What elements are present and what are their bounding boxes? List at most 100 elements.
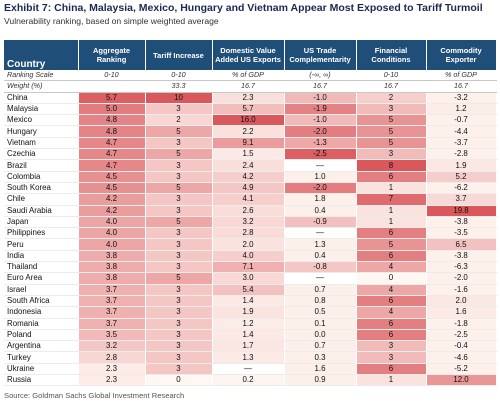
aggregate-ranking-cell: 3.5 <box>78 329 146 342</box>
financial-conditions-cell: 6 <box>356 295 427 308</box>
weight-complementarity: 16.7 <box>284 80 357 93</box>
ranking-scale-financial: 0-10 <box>356 70 427 82</box>
weight-label: Weight (%) <box>4 80 79 93</box>
complementarity-cell: 0.9 <box>284 374 357 387</box>
financial-conditions-cell: 5 <box>356 125 427 138</box>
commodity-exporter-cell: -0.7 <box>426 114 497 127</box>
tariff-increase-cell: 3 <box>145 284 213 296</box>
aggregate-ranking-cell: 2.3 <box>78 374 146 387</box>
ranking-scale-row: Ranking Scale 0-10 0-10 % of GDP (-∞, ∞)… <box>4 70 497 82</box>
complementarity-cell: -2.0 <box>284 182 357 195</box>
header-aggregate-ranking: Aggregate Ranking <box>78 40 146 70</box>
complementarity-cell: -1.0 <box>284 114 357 127</box>
dva-cell: 0.2 <box>212 374 285 387</box>
tariff-increase-cell: 3 <box>145 318 213 330</box>
commodity-exporter-cell: -6.2 <box>426 182 497 195</box>
table-row: South Korea 4.5 5 4.9 -2.0 1 -6.2 <box>4 182 497 195</box>
country-name: Philippines <box>4 227 79 240</box>
complementarity-cell: 0.7 <box>284 284 357 296</box>
dva-cell: 3.0 <box>212 272 285 285</box>
header-row: Country Aggregate Ranking Tariff Increas… <box>4 40 497 70</box>
vulnerability-table: Country Aggregate Ranking Tariff Increas… <box>4 40 497 387</box>
header-us-trade-complementarity: US Trade Complementarity <box>284 40 357 70</box>
table-row: Brazil 4.7 3 2.4—8 1.9 <box>4 159 497 172</box>
dva-cell: 4.2 <box>212 171 285 183</box>
commodity-exporter-cell: -3.8 <box>426 250 497 263</box>
header-country: Country <box>4 40 79 70</box>
table-row: Poland 3.5 3 1.4 0.0 6 -2.5 <box>4 329 497 342</box>
commodity-exporter-cell: 12.0 <box>426 374 497 387</box>
commodity-exporter-cell: -2.0 <box>426 272 497 285</box>
country-name: Chile <box>4 193 79 206</box>
country-name: Mexico <box>4 114 79 127</box>
dva-cell: 1.4 <box>212 295 285 308</box>
commodity-exporter-cell: 5.2 <box>426 171 497 183</box>
dva-cell: 1.9 <box>212 306 285 319</box>
country-name: Peru <box>4 238 79 251</box>
country-name: Vietnam <box>4 137 79 150</box>
tariff-increase-cell: 3 <box>145 238 213 251</box>
country-name: South Africa <box>4 295 79 308</box>
aggregate-ranking-cell: 2.8 <box>78 351 146 364</box>
tariff-increase-cell: 3 <box>145 171 213 183</box>
financial-conditions-cell: 1 <box>356 182 427 195</box>
country-name: Poland <box>4 329 79 342</box>
table-row: Mexico 4.8 2 16.0 -1.0 5 -0.7 <box>4 114 497 127</box>
financial-conditions-cell: 3 <box>356 340 427 353</box>
complementarity-cell: -1.0 <box>284 92 357 104</box>
table-row: Euro Area 3.8 5 3.0—0 -2.0 <box>4 272 497 285</box>
aggregate-ranking-cell: 4.8 <box>78 114 146 127</box>
dva-cell: 2.4 <box>212 159 285 172</box>
table-row: Saudi Arabia 4.2 3 2.6 0.4 1 19.8 <box>4 205 497 217</box>
commodity-exporter-cell: -3.7 <box>426 137 497 150</box>
aggregate-ranking-cell: 5.7 <box>78 92 146 104</box>
complementarity-cell: 0.0 <box>284 329 357 342</box>
aggregate-ranking-cell: 3.2 <box>78 340 146 353</box>
commodity-exporter-cell: -0.4 <box>426 340 497 353</box>
country-name: Turkey <box>4 351 79 364</box>
dva-cell: 9.1 <box>212 137 285 150</box>
commodity-exporter-cell: -3.5 <box>426 227 497 240</box>
country-name: Israel <box>4 284 79 296</box>
aggregate-ranking-cell: 4.0 <box>78 227 146 240</box>
commodity-exporter-cell: -2.5 <box>426 329 497 342</box>
financial-conditions-cell: 4 <box>356 261 427 274</box>
country-name: Czechia <box>4 148 79 161</box>
table-row: Thailand 3.8 3 7.1 -0.8 4 -6.3 <box>4 261 497 274</box>
commodity-exporter-cell: 19.8 <box>426 205 497 217</box>
weight-row: Weight (%) 33.3 16.7 16.7 16.7 16.7 <box>4 80 497 93</box>
financial-conditions-cell: 6 <box>356 318 427 330</box>
complementarity-cell: -0.8 <box>284 261 357 274</box>
table-row: China 5.7 10 2.3 -1.0 2 -3.2 <box>4 92 497 104</box>
table-row: Romania 3.7 3 1.2 0.1 6 -1.8 <box>4 318 497 330</box>
financial-conditions-cell: 6 <box>356 250 427 263</box>
country-name: Thailand <box>4 261 79 274</box>
tariff-increase-cell: 3 <box>145 103 213 116</box>
tariff-increase-cell: 2 <box>145 114 213 127</box>
financial-conditions-cell: 6 <box>356 329 427 342</box>
aggregate-ranking-cell: 4.0 <box>78 216 146 229</box>
country-name: Saudi Arabia <box>4 205 79 217</box>
aggregate-ranking-cell: 4.8 <box>78 125 146 138</box>
financial-conditions-cell: 2 <box>356 92 427 104</box>
complementarity-cell: 0.3 <box>284 351 357 364</box>
dva-cell: 1.7 <box>212 340 285 353</box>
commodity-exporter-cell: -4.6 <box>426 351 497 364</box>
aggregate-ranking-cell: 4.7 <box>78 137 146 150</box>
financial-conditions-cell: 1 <box>356 216 427 229</box>
complementarity-cell: -2.0 <box>284 125 357 138</box>
tariff-increase-cell: 3 <box>145 295 213 308</box>
table-row: Vietnam 4.7 3 9.1 -1.3 5 -3.7 <box>4 137 497 150</box>
dva-cell: 2.0 <box>212 238 285 251</box>
financial-conditions-cell: 6 <box>356 227 427 240</box>
table-row: Argentina 3.2 3 1.7 0.7 3 -0.4 <box>4 340 497 353</box>
country-name: China <box>4 92 79 104</box>
tariff-increase-cell: 5 <box>145 182 213 195</box>
tariff-increase-cell: 0 <box>145 374 213 387</box>
ranking-scale-commodity: % of GDP <box>426 70 497 82</box>
dva-cell: 2.6 <box>212 205 285 217</box>
financial-conditions-cell: 3 <box>356 148 427 161</box>
tariff-increase-cell: 3 <box>145 261 213 274</box>
country-name: Japan <box>4 216 79 229</box>
